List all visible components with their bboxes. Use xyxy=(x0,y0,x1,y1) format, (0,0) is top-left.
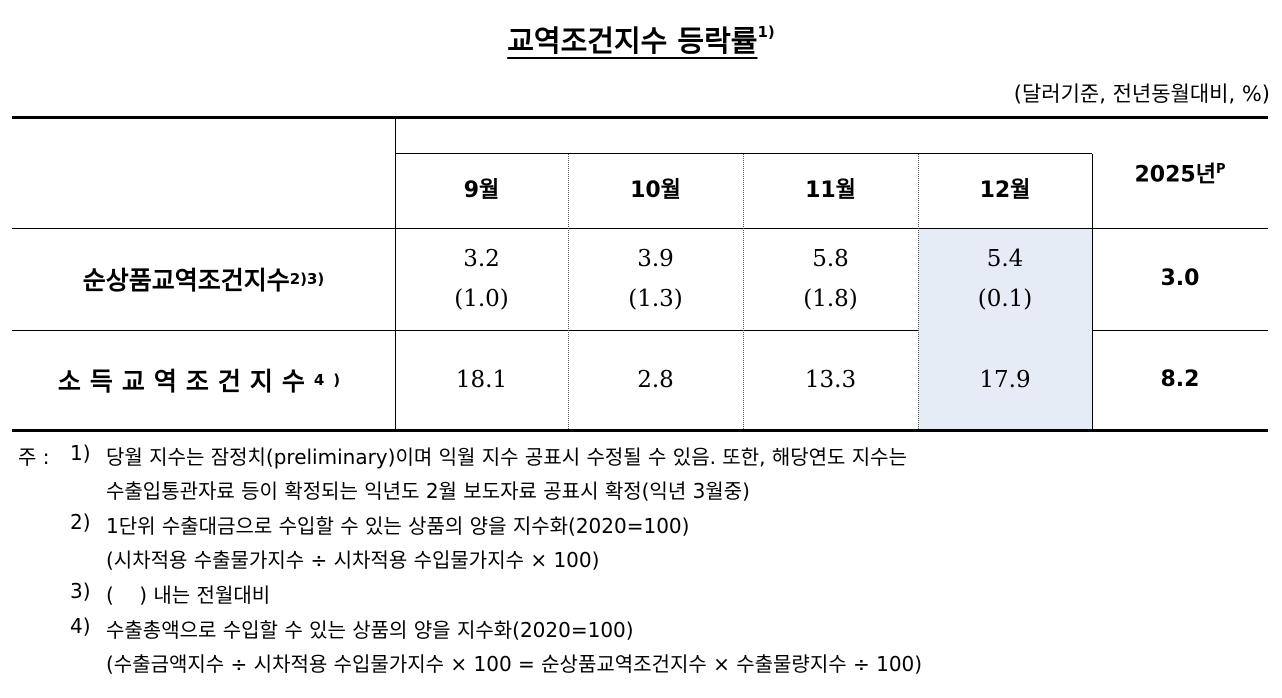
change: (0.1) xyxy=(977,286,1033,312)
label: 소득교역조건지수 xyxy=(57,367,314,396)
cell: 3.9 (1.3) xyxy=(568,228,743,330)
month-header: 9월 xyxy=(463,177,500,203)
year-text: 2025년 xyxy=(1134,162,1216,188)
rule xyxy=(395,153,1092,154)
cell: 18.1 xyxy=(455,367,508,393)
rule xyxy=(395,118,396,429)
cell: 3.2 (1.0) xyxy=(395,228,568,330)
row-note: 4) xyxy=(313,371,350,389)
value: 5.4 xyxy=(986,246,1024,272)
year-value: 8.2 xyxy=(1160,367,1200,392)
year-sup: P xyxy=(1215,162,1226,177)
note-line: 수출총액으로 수입할 수 있는 상품의 양을 지수화(2020=100) xyxy=(106,618,634,642)
cell: 17.9 xyxy=(979,367,1031,393)
month-header: 10월 xyxy=(630,177,681,203)
change: (1.0) xyxy=(454,286,509,312)
cell: 5.8 (1.8) xyxy=(743,228,918,330)
title-block: 교역조건지수 등락률1) xyxy=(0,18,1282,60)
cell: 13.3 xyxy=(804,367,857,393)
cell: 2.8 xyxy=(637,367,674,393)
row-note: 2)3) xyxy=(289,270,325,288)
note-line: (수출금액지수 ÷ 시차적용 수입물가지수 × 100 = 순상품교역조건지수 … xyxy=(106,652,923,676)
note-line: 수출입통관자료 등이 확정되는 익년도 2월 보도자료 공표시 확정(익년 3월… xyxy=(106,479,750,503)
note-marker: 2) xyxy=(70,510,91,534)
value: 5.8 xyxy=(812,246,849,272)
value: 3.9 xyxy=(637,246,674,272)
unit: (달러기준, 전년동월대비, %) xyxy=(1013,82,1270,106)
rule xyxy=(12,429,1268,432)
change: (1.3) xyxy=(628,286,683,312)
row-label: 순상품교역조건지수 2)3) xyxy=(12,228,395,330)
title-note: 1) xyxy=(757,23,775,41)
year-header: 2025년P xyxy=(1092,150,1268,200)
notes-label: 주 : xyxy=(18,445,50,469)
note-line: 1단위 수출대금으로 수입할 수 있는 상품의 양을 지수화(2020=100) xyxy=(106,514,690,538)
month-header: 12월 xyxy=(979,177,1031,203)
note-line: (시차적용 수출물가지수 ÷ 시차적용 수입물가지수 × 100) xyxy=(106,548,600,572)
label: 순상품교역조건지수 xyxy=(82,266,290,295)
note-marker: 4) xyxy=(70,614,91,638)
note-marker: 1) xyxy=(70,441,91,465)
value: 3.2 xyxy=(463,246,500,272)
rule xyxy=(743,154,744,429)
row-label: 소득교역조건지수 4) xyxy=(12,330,395,430)
year-value: 3.0 xyxy=(1160,266,1200,291)
highlight xyxy=(918,229,1092,429)
note-marker: 3) xyxy=(70,579,91,603)
change: (1.8) xyxy=(803,286,858,312)
note-line: ( ) 내는 전월대비 xyxy=(106,583,271,607)
rule xyxy=(1092,154,1093,429)
title: 교역조건지수 등락률 xyxy=(507,24,758,58)
month-header: 11월 xyxy=(805,177,856,203)
rule xyxy=(12,228,1268,229)
rule xyxy=(12,116,1268,119)
note-line: 당월 지수는 잠정치(preliminary)이며 익월 지수 공표시 수정될 … xyxy=(106,445,907,469)
cell: 5.4 (0.1) xyxy=(918,228,1092,330)
rule xyxy=(12,330,1268,331)
rule xyxy=(918,154,919,429)
rule xyxy=(568,154,569,429)
